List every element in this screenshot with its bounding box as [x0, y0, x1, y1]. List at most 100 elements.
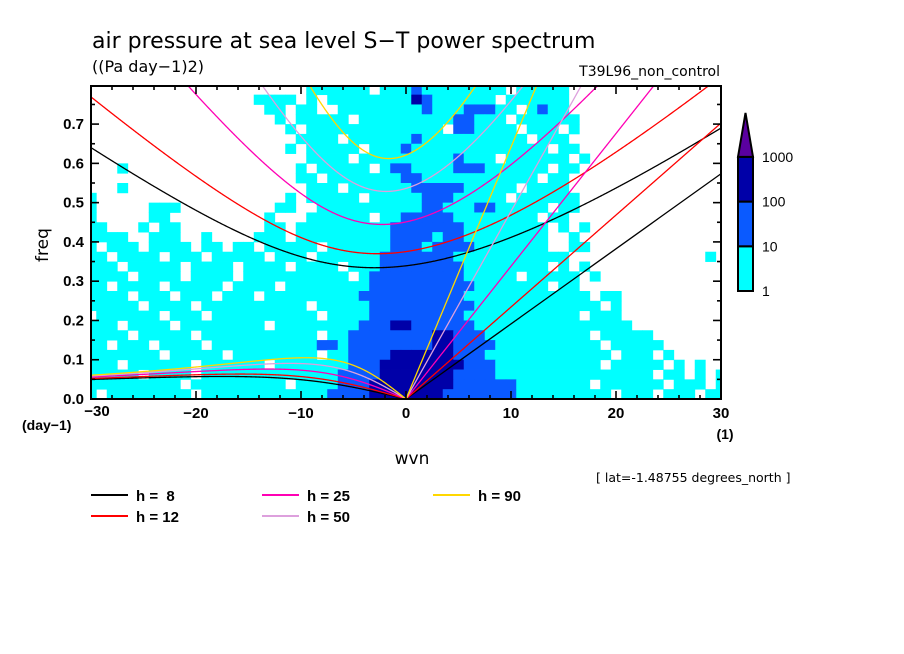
heatmap-cell	[327, 222, 339, 233]
heatmap-cell	[537, 153, 549, 164]
heatmap-cell	[358, 94, 370, 105]
heatmap-cell	[348, 310, 360, 321]
heatmap-cell	[442, 241, 454, 253]
heatmap-cell	[621, 349, 633, 361]
heatmap-cell	[327, 310, 339, 321]
heatmap-cell	[369, 320, 381, 331]
heatmap-cell	[442, 104, 454, 115]
heatmap-cell	[285, 251, 297, 262]
heatmap-cell	[117, 349, 129, 361]
heatmap-cell	[306, 153, 318, 164]
heatmap-cell	[169, 232, 181, 243]
heatmap-cell	[159, 241, 171, 253]
heatmap-cell	[442, 271, 454, 282]
heatmap-cell	[295, 163, 307, 174]
x-tick-label: 20	[608, 405, 625, 422]
heatmap-cell	[369, 94, 381, 105]
heatmap-cell	[516, 281, 528, 292]
heatmap-cell	[400, 241, 412, 253]
heatmap-cell	[421, 232, 433, 243]
heatmap-cell	[264, 349, 276, 361]
heatmap-cell	[117, 340, 129, 351]
heatmap-cell	[505, 369, 517, 380]
heatmap-cell	[91, 291, 97, 302]
heatmap-cell	[390, 173, 402, 184]
heatmap-cell	[337, 389, 349, 399]
heatmap-cell	[306, 241, 318, 253]
heatmap-cell	[274, 271, 286, 282]
heatmap-cell	[96, 330, 108, 341]
heatmap-cell	[474, 143, 486, 154]
heatmap-cell	[526, 271, 538, 282]
heatmap-cell	[379, 271, 391, 282]
heatmap-cell	[442, 192, 454, 204]
heatmap-cell	[495, 104, 507, 115]
heatmap-cell	[673, 379, 685, 390]
heatmap-cell	[600, 349, 612, 361]
heatmap-cell	[432, 212, 444, 223]
heatmap-cell	[558, 300, 570, 312]
heatmap-cell	[610, 340, 622, 351]
heatmap-cell	[232, 310, 244, 321]
heatmap-cell	[442, 281, 454, 292]
heatmap-cell	[495, 261, 507, 272]
heatmap-cell	[484, 261, 496, 272]
heatmap-cell	[537, 300, 549, 312]
heatmap-cell	[180, 349, 192, 361]
heatmap-cell	[159, 261, 171, 272]
heatmap-cell	[547, 271, 559, 282]
heatmap-cell	[411, 359, 423, 370]
heatmap-cell	[306, 389, 318, 399]
heatmap-cell	[211, 330, 223, 341]
y-tick-label: 0.7	[63, 116, 84, 133]
heatmap-cell	[442, 359, 454, 370]
heatmap-cell	[432, 133, 444, 145]
heatmap-cell	[432, 271, 444, 282]
heatmap-cell	[463, 261, 475, 272]
heatmap-cell	[264, 291, 276, 302]
heatmap-cell	[348, 349, 360, 361]
heatmap-cell	[379, 133, 391, 145]
heatmap-cell	[474, 310, 486, 321]
heatmap-cell	[306, 173, 318, 184]
heatmap-cell	[463, 251, 475, 262]
heatmap-cell	[610, 310, 622, 321]
heatmap-cell	[558, 222, 570, 233]
heatmap-cell	[463, 192, 475, 204]
heatmap-cell	[264, 271, 276, 282]
heatmap-cell	[537, 241, 549, 253]
heatmap-cell	[400, 349, 412, 361]
heatmap-cell	[453, 124, 465, 135]
heatmap-cell	[442, 349, 454, 361]
heatmap-cell	[411, 94, 423, 105]
colorbar-segment	[737, 200, 754, 248]
heatmap-cell	[484, 340, 496, 351]
heatmap-cell	[579, 153, 591, 164]
heatmap-cell	[148, 232, 160, 243]
heatmap-cell	[327, 173, 339, 184]
heatmap-cell	[306, 281, 318, 292]
heatmap-cell	[106, 291, 118, 302]
heatmap-cell	[652, 359, 664, 370]
heatmap-cell	[264, 281, 276, 292]
heatmap-cell	[253, 320, 265, 331]
heatmap-cell	[411, 291, 423, 302]
heatmap-cell	[547, 104, 559, 115]
heatmap-cell	[348, 124, 360, 135]
heatmap-cell	[379, 183, 391, 194]
heatmap-cell	[526, 261, 538, 272]
heatmap-cell	[495, 232, 507, 243]
heatmap-cell	[316, 320, 328, 331]
heatmap-cell	[285, 202, 297, 213]
heatmap-cell	[348, 389, 360, 399]
x-axis-unit: (1)	[716, 426, 733, 442]
heatmap-cell	[274, 310, 286, 321]
heatmap-cell	[358, 379, 370, 390]
heatmap-cell	[243, 261, 255, 272]
y-tick-label: 0.1	[63, 352, 84, 369]
heatmap-cell	[201, 349, 213, 361]
heatmap-cell	[432, 359, 444, 370]
heatmap-cell	[348, 340, 360, 351]
heatmap-cell	[600, 291, 612, 302]
heatmap-cell	[169, 241, 181, 253]
